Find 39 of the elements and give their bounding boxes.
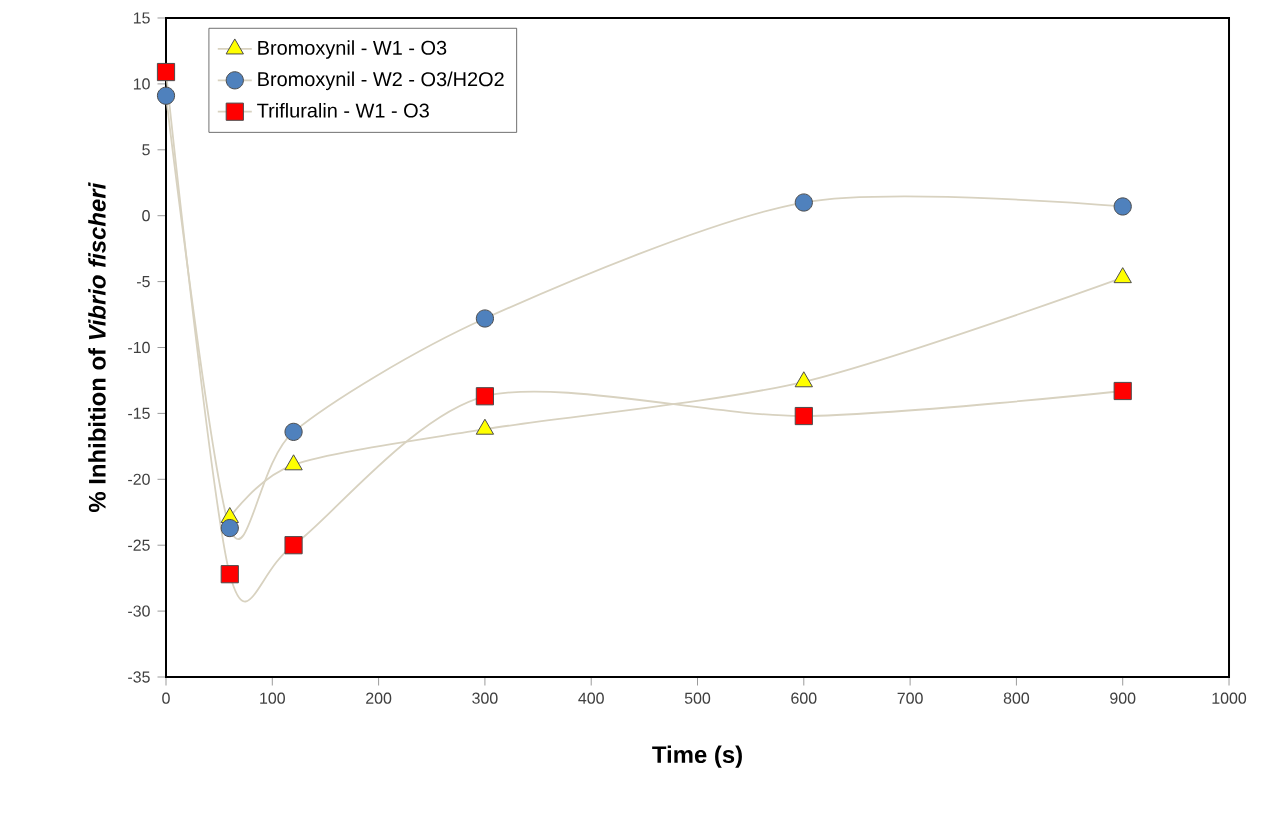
y-tick-label: -30: [128, 605, 150, 617]
point: [284, 422, 303, 441]
x-tick-label: 600: [791, 692, 817, 704]
y-tick-label: -15: [128, 407, 150, 419]
point: [284, 536, 303, 555]
y-tick-label: -10: [128, 341, 150, 354]
x-tick-label: 200: [366, 692, 392, 704]
x-tick-label: 100: [260, 692, 285, 704]
point: [1113, 197, 1132, 216]
y-tick-label: 10: [133, 78, 150, 90]
legend-label: Bromoxynil - W2 - O3/H2O2: [258, 71, 504, 91]
y-tick-label: -35: [128, 671, 150, 683]
y-axis-title: % Inhibition of Vibrio fischeri: [88, 182, 106, 513]
x-tick-label: 500: [684, 692, 711, 704]
point: [220, 565, 239, 584]
x-tick-label: 1000: [1212, 692, 1247, 704]
y-tick-label: 0: [142, 210, 150, 222]
point: [794, 406, 813, 426]
x-tick-label: 0: [162, 692, 170, 704]
y-tick-label: -20: [128, 473, 150, 485]
x-tick-label: 700: [897, 692, 923, 704]
y-tick-label: 5: [142, 144, 150, 156]
point: [220, 518, 239, 538]
x-tick-label: 400: [578, 692, 604, 704]
point: [156, 86, 176, 105]
legend-label: Bromoxynil - W1 - O3: [258, 40, 447, 59]
point: [475, 309, 495, 328]
point: [156, 62, 176, 82]
x-tick-label: 300: [472, 692, 498, 704]
y-tick-label: 15: [133, 12, 150, 24]
point: [475, 387, 495, 406]
y-tick-label: -25: [128, 539, 150, 551]
point: [794, 193, 813, 212]
point: [1113, 381, 1132, 401]
y-tick-label: -5: [137, 276, 150, 288]
x-tick-label: 900: [1110, 692, 1136, 704]
x-axis-title: Time (s): [652, 745, 742, 768]
legend-label: Trifluralin - W1 - O3: [257, 102, 429, 118]
x-tick-label: 800: [1003, 692, 1030, 704]
